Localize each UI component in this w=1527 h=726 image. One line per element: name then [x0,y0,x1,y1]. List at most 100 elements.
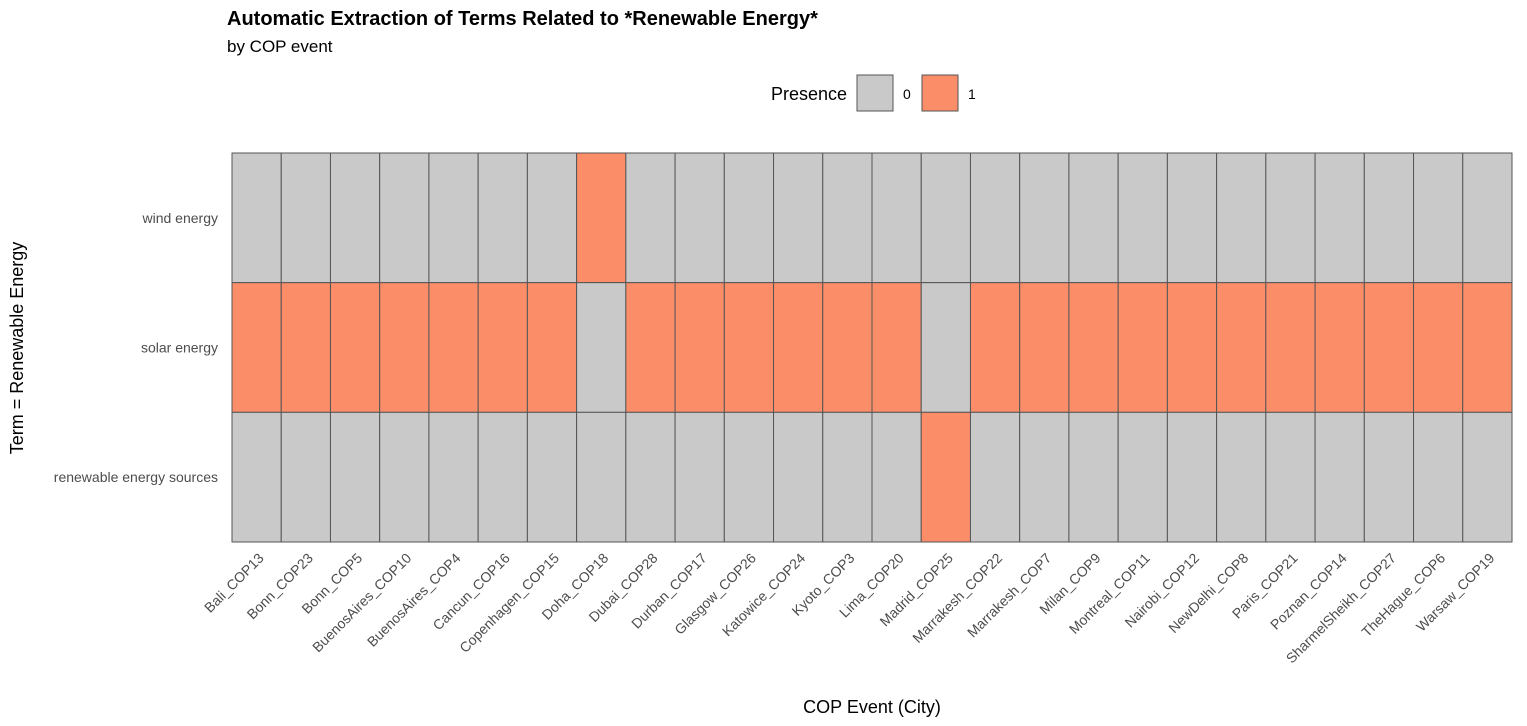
heatmap-cell-solar-energy-buenosaires-cop10 [379,282,430,413]
heatmap-cell-wind-energy-madrid-cop25 [920,152,971,284]
heatmap-cell-wind-energy-bali-cop13 [231,152,282,284]
heatmap-cell-wind-energy-durban-cop17 [674,152,725,284]
heatmap-cell-renewable-energy-sources-buenosaires-cop10 [379,411,430,543]
heatmap-cell-renewable-energy-sources-warsaw-cop19 [1462,411,1513,543]
heatmap-cell-wind-energy-copenhagen-cop15 [526,152,578,284]
heatmap-cell-wind-energy-poznan-cop14 [1314,152,1365,284]
heatmap-cell-solar-energy-sharmelsheikh-cop27 [1363,282,1415,413]
heatmap-cell-renewable-energy-sources-copenhagen-cop15 [526,411,578,543]
heatmap-cell-solar-energy-bonn-cop23 [280,282,331,413]
heatmap-cell-solar-energy-bonn-cop5 [329,282,381,413]
heatmap-cell-solar-energy-doha-cop18 [576,282,627,413]
x-tick-label: Marrakesh_COP22 [909,550,1005,646]
legend-swatch-1 [921,74,959,112]
heatmap-cell-wind-energy-nairobi-cop12 [1166,152,1218,284]
heatmap-cell-renewable-energy-sources-katowice-cop24 [773,411,824,543]
heatmap-cell-wind-energy-warsaw-cop19 [1462,152,1513,284]
heatmap-cell-wind-energy-montreal-cop11 [1117,152,1168,284]
heatmap-cell-renewable-energy-sources-glasgow-cop26 [723,411,775,543]
heatmap-cell-wind-energy-thehague-cop6 [1413,152,1464,284]
heatmap-cell-wind-energy-marrakesh-cop22 [969,152,1021,284]
heatmap-cell-solar-energy-poznan-cop14 [1314,282,1365,413]
x-axis-label: COP Event (City) [803,697,941,717]
chart-subtitle: by COP event [227,37,333,56]
heatmap-cell-renewable-energy-sources-bonn-cop23 [280,411,331,543]
heatmap-cell-solar-energy-kyoto-cop3 [822,282,873,413]
heatmap-cell-wind-energy-milan-cop9 [1068,152,1119,284]
heatmap-cell-solar-energy-montreal-cop11 [1117,282,1168,413]
heatmap-cell-solar-energy-newdelhi-cop8 [1216,282,1267,413]
heatmap-cell-renewable-energy-sources-buenosaires-cop4 [428,411,479,543]
heatmap-cell-renewable-energy-sources-bali-cop13 [231,411,282,543]
heatmap-cell-solar-energy-katowice-cop24 [773,282,824,413]
y-tick-labels: wind energy solar energy renewable energy … [54,210,218,485]
x-tick-label: Katowice_COP24 [719,550,809,640]
heatmap-cell-solar-energy-glasgow-cop26 [723,282,775,413]
heatmap-cell-renewable-energy-sources-newdelhi-cop8 [1216,411,1267,543]
heatmap-cell-solar-energy-durban-cop17 [674,282,725,413]
heatmap-cell-solar-energy-nairobi-cop12 [1166,282,1218,413]
heatmap-cell-wind-energy-lima-cop20 [871,152,922,284]
heatmap-cell-wind-energy-bonn-cop23 [280,152,331,284]
legend-label-1: 1 [968,86,976,102]
legend-label-0: 0 [903,86,911,102]
heatmap-cell-solar-energy-cancun-cop16 [477,282,528,413]
heatmap-cell-renewable-energy-sources-lima-cop20 [871,411,922,543]
heatmap-cell-solar-energy-thehague-cop6 [1413,282,1464,413]
heatmap-cell-renewable-energy-sources-marrakesh-cop22 [969,411,1021,543]
heatmap-cell-wind-energy-buenosaires-cop4 [428,152,479,284]
heatmap-cell-renewable-energy-sources-durban-cop17 [674,411,725,543]
heatmap-cell-solar-energy-madrid-cop25 [920,282,971,413]
heatmap-cell-renewable-energy-sources-doha-cop18 [576,411,627,543]
heatmap-cells [231,152,1513,543]
heatmap-cell-solar-energy-marrakesh-cop7 [1019,282,1070,413]
heatmap-cell-wind-energy-cancun-cop16 [477,152,528,284]
heatmap-cell-wind-energy-kyoto-cop3 [822,152,873,284]
heatmap-cell-renewable-energy-sources-poznan-cop14 [1314,411,1365,543]
heatmap-cell-renewable-energy-sources-sharmelsheikh-cop27 [1363,411,1415,543]
heatmap-cell-wind-energy-katowice-cop24 [773,152,824,284]
x-tick-label: TheHague_COP6 [1358,550,1448,640]
heatmap-cell-wind-energy-glasgow-cop26 [723,152,775,284]
heatmap-cell-renewable-energy-sources-madrid-cop25 [920,411,971,543]
y-tick-label: solar energy [141,340,218,356]
heatmap-cell-solar-energy-milan-cop9 [1068,282,1119,413]
x-tick-label: Marrakesh_COP7 [964,550,1055,641]
heatmap-cell-solar-energy-marrakesh-cop22 [969,282,1021,413]
y-axis-label: Term = Renewable Energy [7,242,27,455]
heatmap-cell-renewable-energy-sources-milan-cop9 [1068,411,1119,543]
heatmap-cell-wind-energy-buenosaires-cop10 [379,152,430,284]
heatmap-cell-solar-energy-paris-cop21 [1265,282,1316,413]
legend: Presence 0 1 [771,74,976,112]
heatmap-cell-solar-energy-warsaw-cop19 [1462,282,1513,413]
legend-swatch-0 [856,74,894,112]
chart-title: Automatic Extraction of Terms Related to… [227,8,818,30]
heatmap-cell-renewable-energy-sources-kyoto-cop3 [822,411,873,543]
heatmap-cell-solar-energy-bali-cop13 [231,282,282,413]
heatmap-cell-renewable-energy-sources-cancun-cop16 [477,411,528,543]
heatmap-cell-solar-energy-lima-cop20 [871,282,922,413]
heatmap-cell-solar-energy-buenosaires-cop4 [428,282,479,413]
heatmap-cell-wind-energy-bonn-cop5 [329,152,381,284]
x-tick-labels: Bali_COP13Bonn_COP23Bonn_COP5BuenosAires… [201,550,1498,667]
heatmap-cell-wind-energy-paris-cop21 [1265,152,1316,284]
heatmap-cell-wind-energy-marrakesh-cop7 [1019,152,1070,284]
heatmap-cell-wind-energy-newdelhi-cop8 [1216,152,1267,284]
legend-title: Presence [771,84,847,104]
x-tick-label: BuenosAires_COP4 [364,550,464,650]
heatmap-cell-renewable-energy-sources-nairobi-cop12 [1166,411,1218,543]
heatmap-cell-wind-energy-dubai-cop28 [625,152,676,284]
heatmap-cell-renewable-energy-sources-montreal-cop11 [1117,411,1168,543]
heatmap-cell-renewable-energy-sources-dubai-cop28 [625,411,676,543]
heatmap-cell-renewable-energy-sources-bonn-cop5 [329,411,381,543]
heatmap-cell-solar-energy-copenhagen-cop15 [526,282,578,413]
heatmap-cell-solar-energy-dubai-cop28 [625,282,676,413]
heatmap-cell-wind-energy-sharmelsheikh-cop27 [1363,152,1415,284]
heatmap-cell-renewable-energy-sources-thehague-cop6 [1413,411,1464,543]
heatmap-cell-renewable-energy-sources-paris-cop21 [1265,411,1316,543]
y-tick-label: wind energy [142,210,219,226]
y-tick-label: renewable energy sources [54,469,218,485]
heatmap-cell-wind-energy-doha-cop18 [576,152,627,284]
heatmap-cell-renewable-energy-sources-marrakesh-cop7 [1019,411,1070,543]
